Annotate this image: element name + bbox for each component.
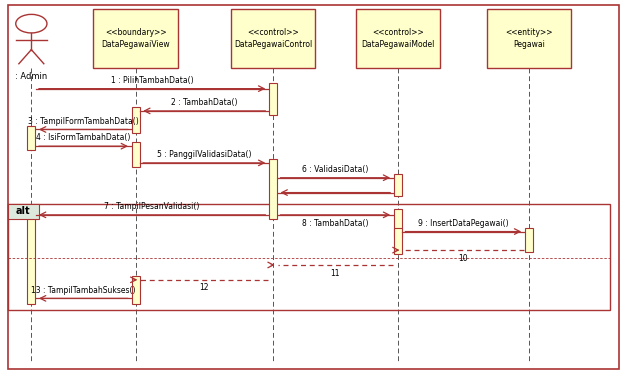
Text: : Admin: : Admin: [15, 72, 48, 81]
Bar: [8, 204, 39, 218]
Bar: [269, 159, 277, 218]
Bar: [8, 204, 610, 310]
Text: 4 : IsiFormTambahData(): 4 : IsiFormTambahData(): [36, 134, 130, 142]
Bar: [269, 83, 277, 114]
Bar: [394, 174, 402, 196]
Bar: [28, 126, 35, 150]
Text: 3 : TampilFormTambahData(): 3 : TampilFormTambahData(): [28, 117, 139, 126]
Text: 9 : InsertDataPegawai(): 9 : InsertDataPegawai(): [418, 219, 508, 228]
Bar: [132, 276, 140, 304]
Text: <<boundary>>
DataPegawaiView: <<boundary>> DataPegawaiView: [102, 28, 170, 49]
Text: alt: alt: [16, 206, 31, 216]
Text: 7 : TampilPesanValidasi(): 7 : TampilPesanValidasi(): [105, 202, 200, 211]
Text: 6 : ValidasiData(): 6 : ValidasiData(): [302, 165, 369, 174]
Bar: [231, 9, 315, 68]
Text: <<control>>
DataPegawaiControl: <<control>> DataPegawaiControl: [234, 28, 312, 49]
Bar: [525, 228, 533, 252]
Bar: [394, 209, 402, 237]
Text: 11: 11: [330, 269, 340, 278]
Text: 12: 12: [199, 283, 209, 292]
Text: 5 : PanggilValidasiData(): 5 : PanggilValidasiData(): [157, 150, 251, 159]
Bar: [487, 9, 571, 68]
Bar: [132, 107, 140, 133]
Bar: [356, 9, 440, 68]
Bar: [394, 228, 402, 254]
Text: 13 : TampilTambahSukses(): 13 : TampilTambahSukses(): [31, 286, 135, 295]
Text: 10: 10: [458, 254, 468, 263]
Text: 8 : TambahData(): 8 : TambahData(): [302, 218, 369, 227]
Bar: [93, 9, 177, 68]
Text: 1 : PilihTambahData(): 1 : PilihTambahData(): [111, 76, 194, 85]
Text: <<entity>>
Pegawai: <<entity>> Pegawai: [505, 28, 552, 49]
Bar: [132, 142, 140, 166]
Text: 2 : TambahData(): 2 : TambahData(): [171, 98, 238, 107]
Text: <<control>>
DataPegawaiModel: <<control>> DataPegawaiModel: [361, 28, 435, 49]
Bar: [28, 209, 35, 304]
